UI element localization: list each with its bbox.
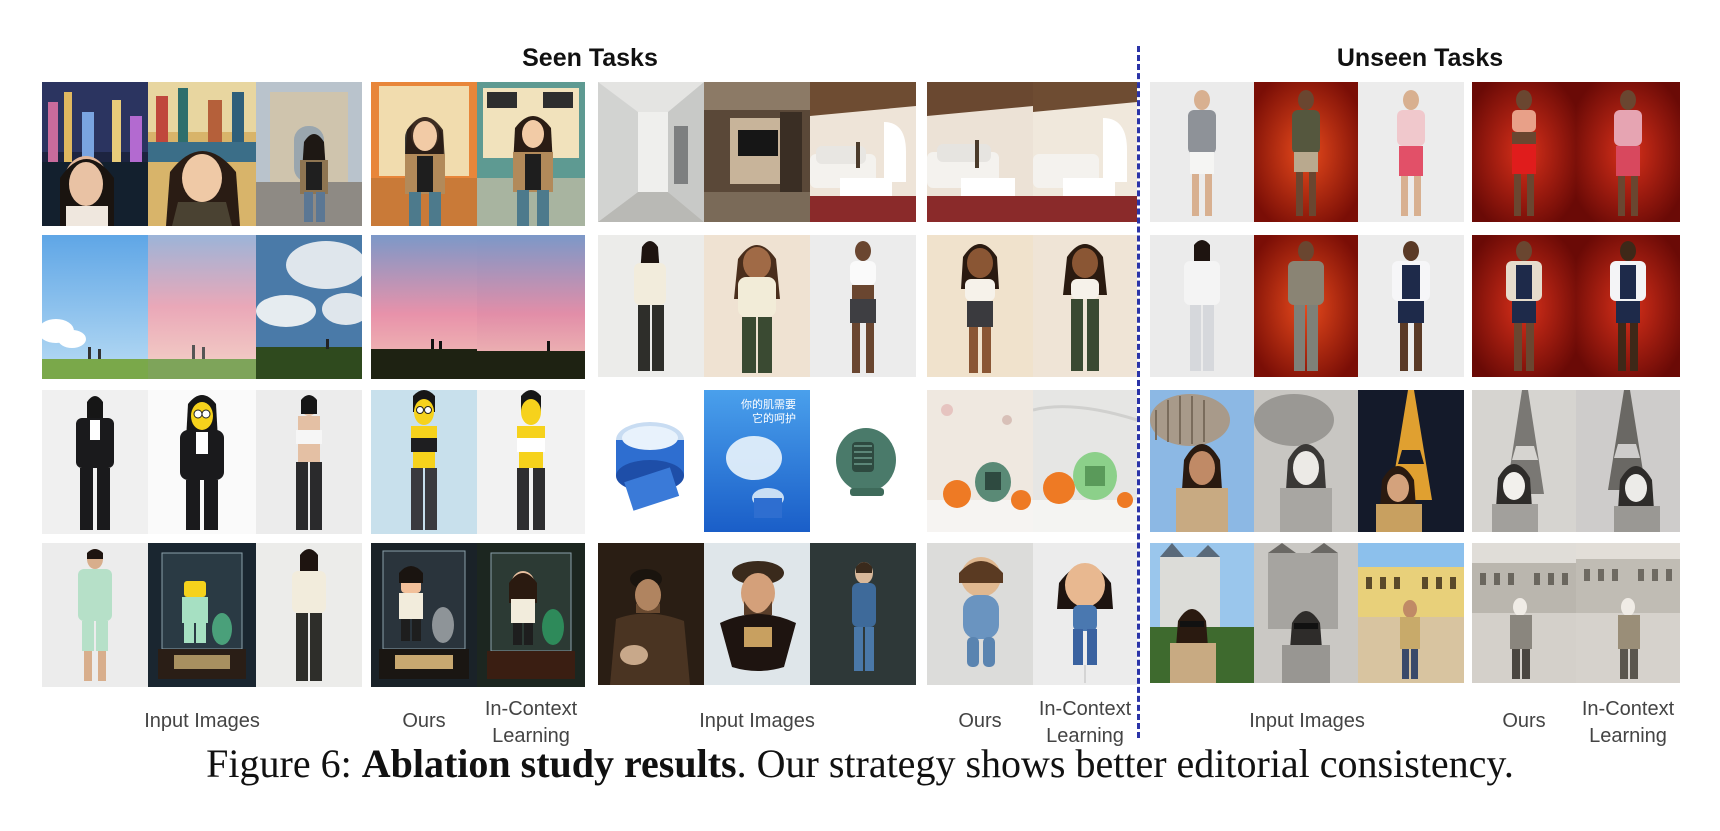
label-icl-line-2: Learning [492, 725, 570, 747]
image-ours-simpsons-sports [371, 390, 477, 534]
label-ours-group-3: Ours [1502, 710, 1546, 732]
image-input-cream-jacket-model [598, 235, 704, 377]
image-ours-pink-sky-field [371, 235, 477, 379]
label-icl-group-3: In-Context Learning [1576, 696, 1680, 750]
image-input-sports-bra-model [256, 390, 362, 534]
image-input-suit-model [42, 390, 148, 534]
image-input-living-room [810, 82, 916, 222]
image-icl-cartoon-white-tee [1033, 235, 1137, 377]
image-ours-red-bg-shorts-model [1472, 235, 1576, 377]
image-ours-sketch-eiffel [1472, 390, 1576, 532]
image-icl-red-bg-model [1576, 82, 1680, 222]
image-input-dark-interior [704, 82, 810, 222]
image-input-red-bg-jacket-model [1254, 235, 1358, 377]
image-input-simpsons-suit [148, 390, 256, 534]
product-poster-text-1: 你的肌需要 [741, 397, 796, 411]
label-icl-group-1: In-Context Learning [477, 696, 585, 750]
image-input-cream-jar [598, 390, 704, 532]
label-icl-line-1: In-Context [484, 698, 578, 720]
section-divider [1137, 46, 1140, 738]
image-input-white-jacket-model [1150, 235, 1254, 377]
image-input-palace-walker [1358, 543, 1464, 683]
label-ours-group-2: Ours [958, 710, 1002, 732]
image-icl-lego-display [477, 543, 585, 687]
image-input-pink-top-model [1358, 82, 1464, 222]
image-input-grey-top-model [1150, 82, 1254, 222]
image-ours-heater-scene [927, 390, 1033, 532]
image-input-black-pants-model [256, 543, 362, 687]
image-input-cartoon-jacket-girl [704, 235, 810, 377]
caption-bold: Ablation study results [361, 741, 737, 786]
image-input-product-poster: 你的肌需要 它的呵护 [704, 390, 810, 532]
image-input-red-bg-model [1254, 82, 1358, 222]
image-icl-simpsons-sports [477, 390, 585, 534]
image-input-hallway [598, 82, 704, 222]
image-icl-blue-figurine [1033, 543, 1137, 685]
label-input-images-group-3: Input Images [1249, 710, 1365, 732]
label-icl-group-2: In-Context Learning [1033, 696, 1137, 750]
image-input-lego-display [148, 543, 256, 687]
image-input-renaissance-portrait [598, 543, 704, 685]
unseen-tasks-title: Unseen Tasks [1336, 44, 1504, 72]
image-icl-cartoon-arc [477, 82, 585, 226]
image-input-selfie-parliament [1150, 390, 1254, 532]
image-ours-blue-figurine [927, 543, 1033, 685]
image-input-navy-shorts-model [1358, 235, 1464, 377]
image-icl-red-bg-shorts-model [1576, 235, 1680, 377]
label-input-images-group-1: Input Images [144, 710, 260, 732]
label-input-images-group-2: Input Images [699, 710, 815, 732]
caption-prefix: Figure 6: [206, 741, 362, 786]
label-icl-line-2: Learning [1589, 725, 1667, 747]
image-ours-sketch-palace [1472, 543, 1576, 683]
label-ours-group-1: Ours [402, 710, 446, 732]
image-input-arc-triomphe [256, 82, 362, 226]
image-ours-lego-display [371, 543, 477, 687]
image-ours-red-bg-model [1472, 82, 1576, 222]
image-ours-living-room [927, 82, 1033, 222]
caption-rest: . Our strategy shows better editorial co… [736, 741, 1514, 786]
label-icl-line-2: Learning [1046, 725, 1124, 747]
image-input-cloudy-field [256, 235, 362, 379]
image-input-cartoon-renaissance [704, 543, 810, 685]
image-input-pink-sky-field [148, 235, 256, 379]
image-input-castle-selfie [1150, 543, 1254, 683]
image-icl-heater-scene [1033, 390, 1137, 532]
image-icl-pink-sky-field [477, 235, 585, 379]
image-icl-living-room [1033, 82, 1137, 222]
label-icl-line-1: In-Context [1038, 698, 1132, 720]
image-input-selfie-harbor [42, 82, 148, 226]
image-input-green-heater [810, 390, 916, 532]
image-icl-sketch-eiffel [1576, 390, 1680, 532]
image-input-sketch-castle-selfie [1254, 543, 1358, 683]
image-input-sketch-parliament [1254, 390, 1358, 532]
label-icl-line-1: In-Context [1581, 698, 1675, 720]
product-poster-text-2: 它的呵护 [752, 411, 796, 425]
image-input-eiffel-night-selfie [1358, 390, 1464, 532]
image-icl-sketch-palace [1576, 543, 1680, 683]
image-input-blue-sky-field [42, 235, 148, 379]
seen-tasks-title: Seen Tasks [522, 44, 658, 72]
figure-caption: Figure 6: Ablation study results. Our st… [0, 740, 1720, 787]
image-ours-cartoon-white-tee [927, 235, 1033, 377]
image-input-mint-outfit-model [42, 543, 148, 687]
image-input-blue-boy-painting [810, 543, 916, 685]
image-ours-cartoon-arc [371, 82, 477, 226]
image-input-white-tee-model [810, 235, 916, 377]
image-input-cartoon-harbor [148, 82, 256, 226]
